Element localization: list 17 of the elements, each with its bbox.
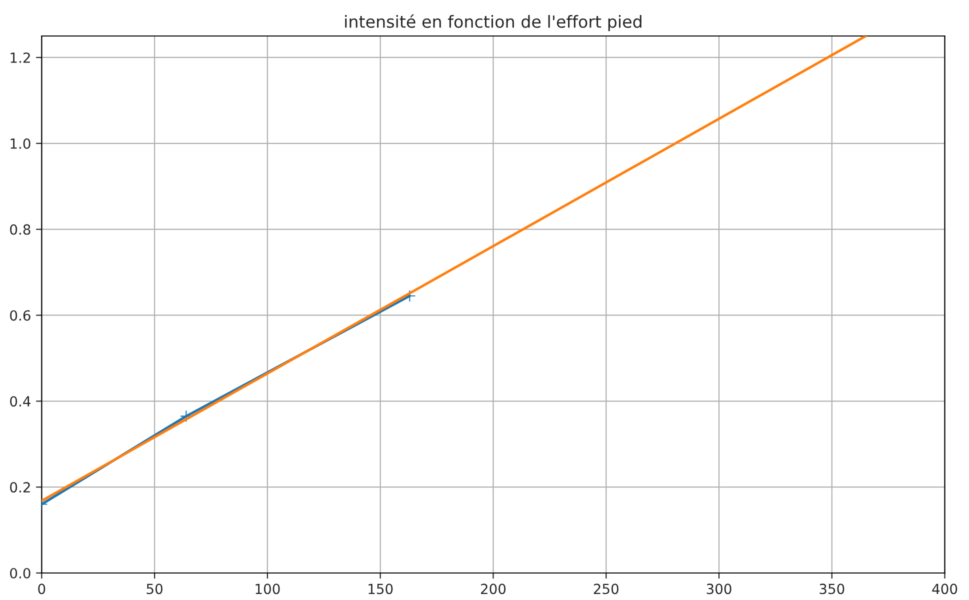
y-tick-label: 0.4 (10, 396, 30, 407)
x-tick-label: 350 (820, 584, 844, 594)
x-tick-label: 150 (368, 584, 393, 594)
x-tick-label: 100 (256, 584, 280, 594)
x-tick-label: 50 (146, 584, 162, 594)
y-tick-label: 1.2 (10, 52, 30, 63)
y-tick-label: 1.0 (10, 138, 30, 149)
y-tick-label: 0.2 (10, 482, 30, 493)
y-tick-label: 0.0 (10, 568, 30, 578)
x-tick-label: 400 (932, 584, 958, 594)
x-tick-label: 300 (706, 584, 732, 594)
y-tick-label: 0.8 (10, 224, 30, 235)
chart-title: intensité en fonction de l'effort pied (345, 14, 642, 32)
x-tick-label: 250 (594, 584, 618, 594)
x-tick-label: 200 (480, 584, 506, 594)
y-tick-label: 0.6 (10, 310, 30, 321)
x-tick-label: 0 (38, 584, 46, 594)
